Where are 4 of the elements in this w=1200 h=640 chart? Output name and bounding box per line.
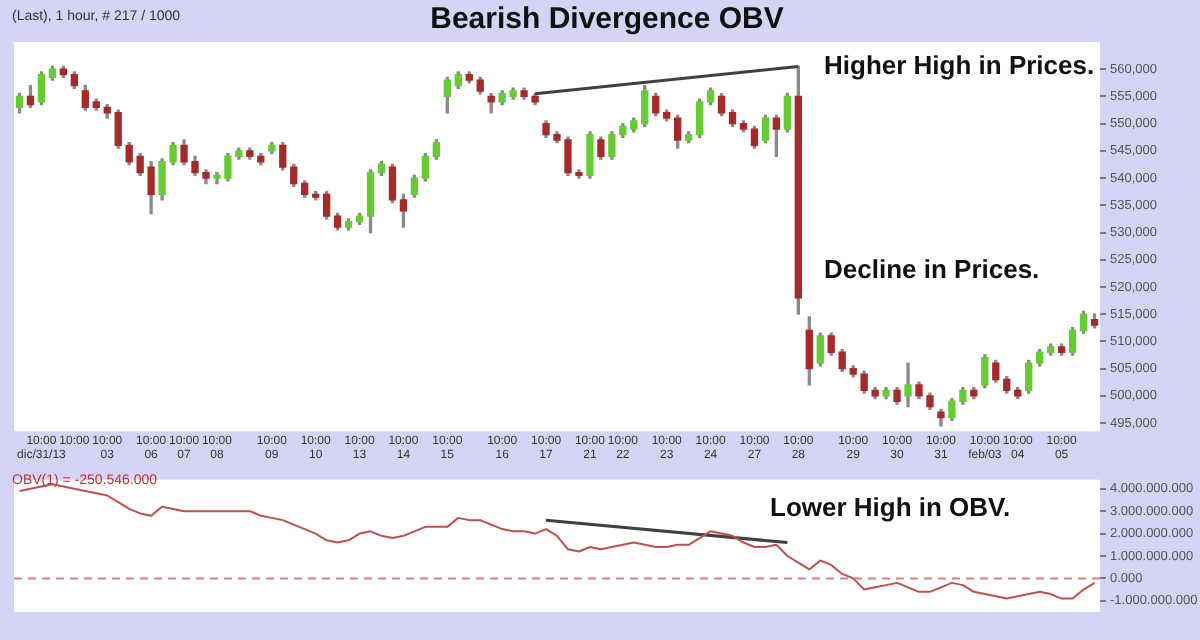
chart-title: Bearish Divergence OBV [430, 2, 784, 37]
annotation: Decline in Prices. [824, 254, 1040, 284]
annotation: Higher High in Prices. [824, 50, 1095, 80]
annotation: Lower High in OBV. [770, 492, 1011, 522]
